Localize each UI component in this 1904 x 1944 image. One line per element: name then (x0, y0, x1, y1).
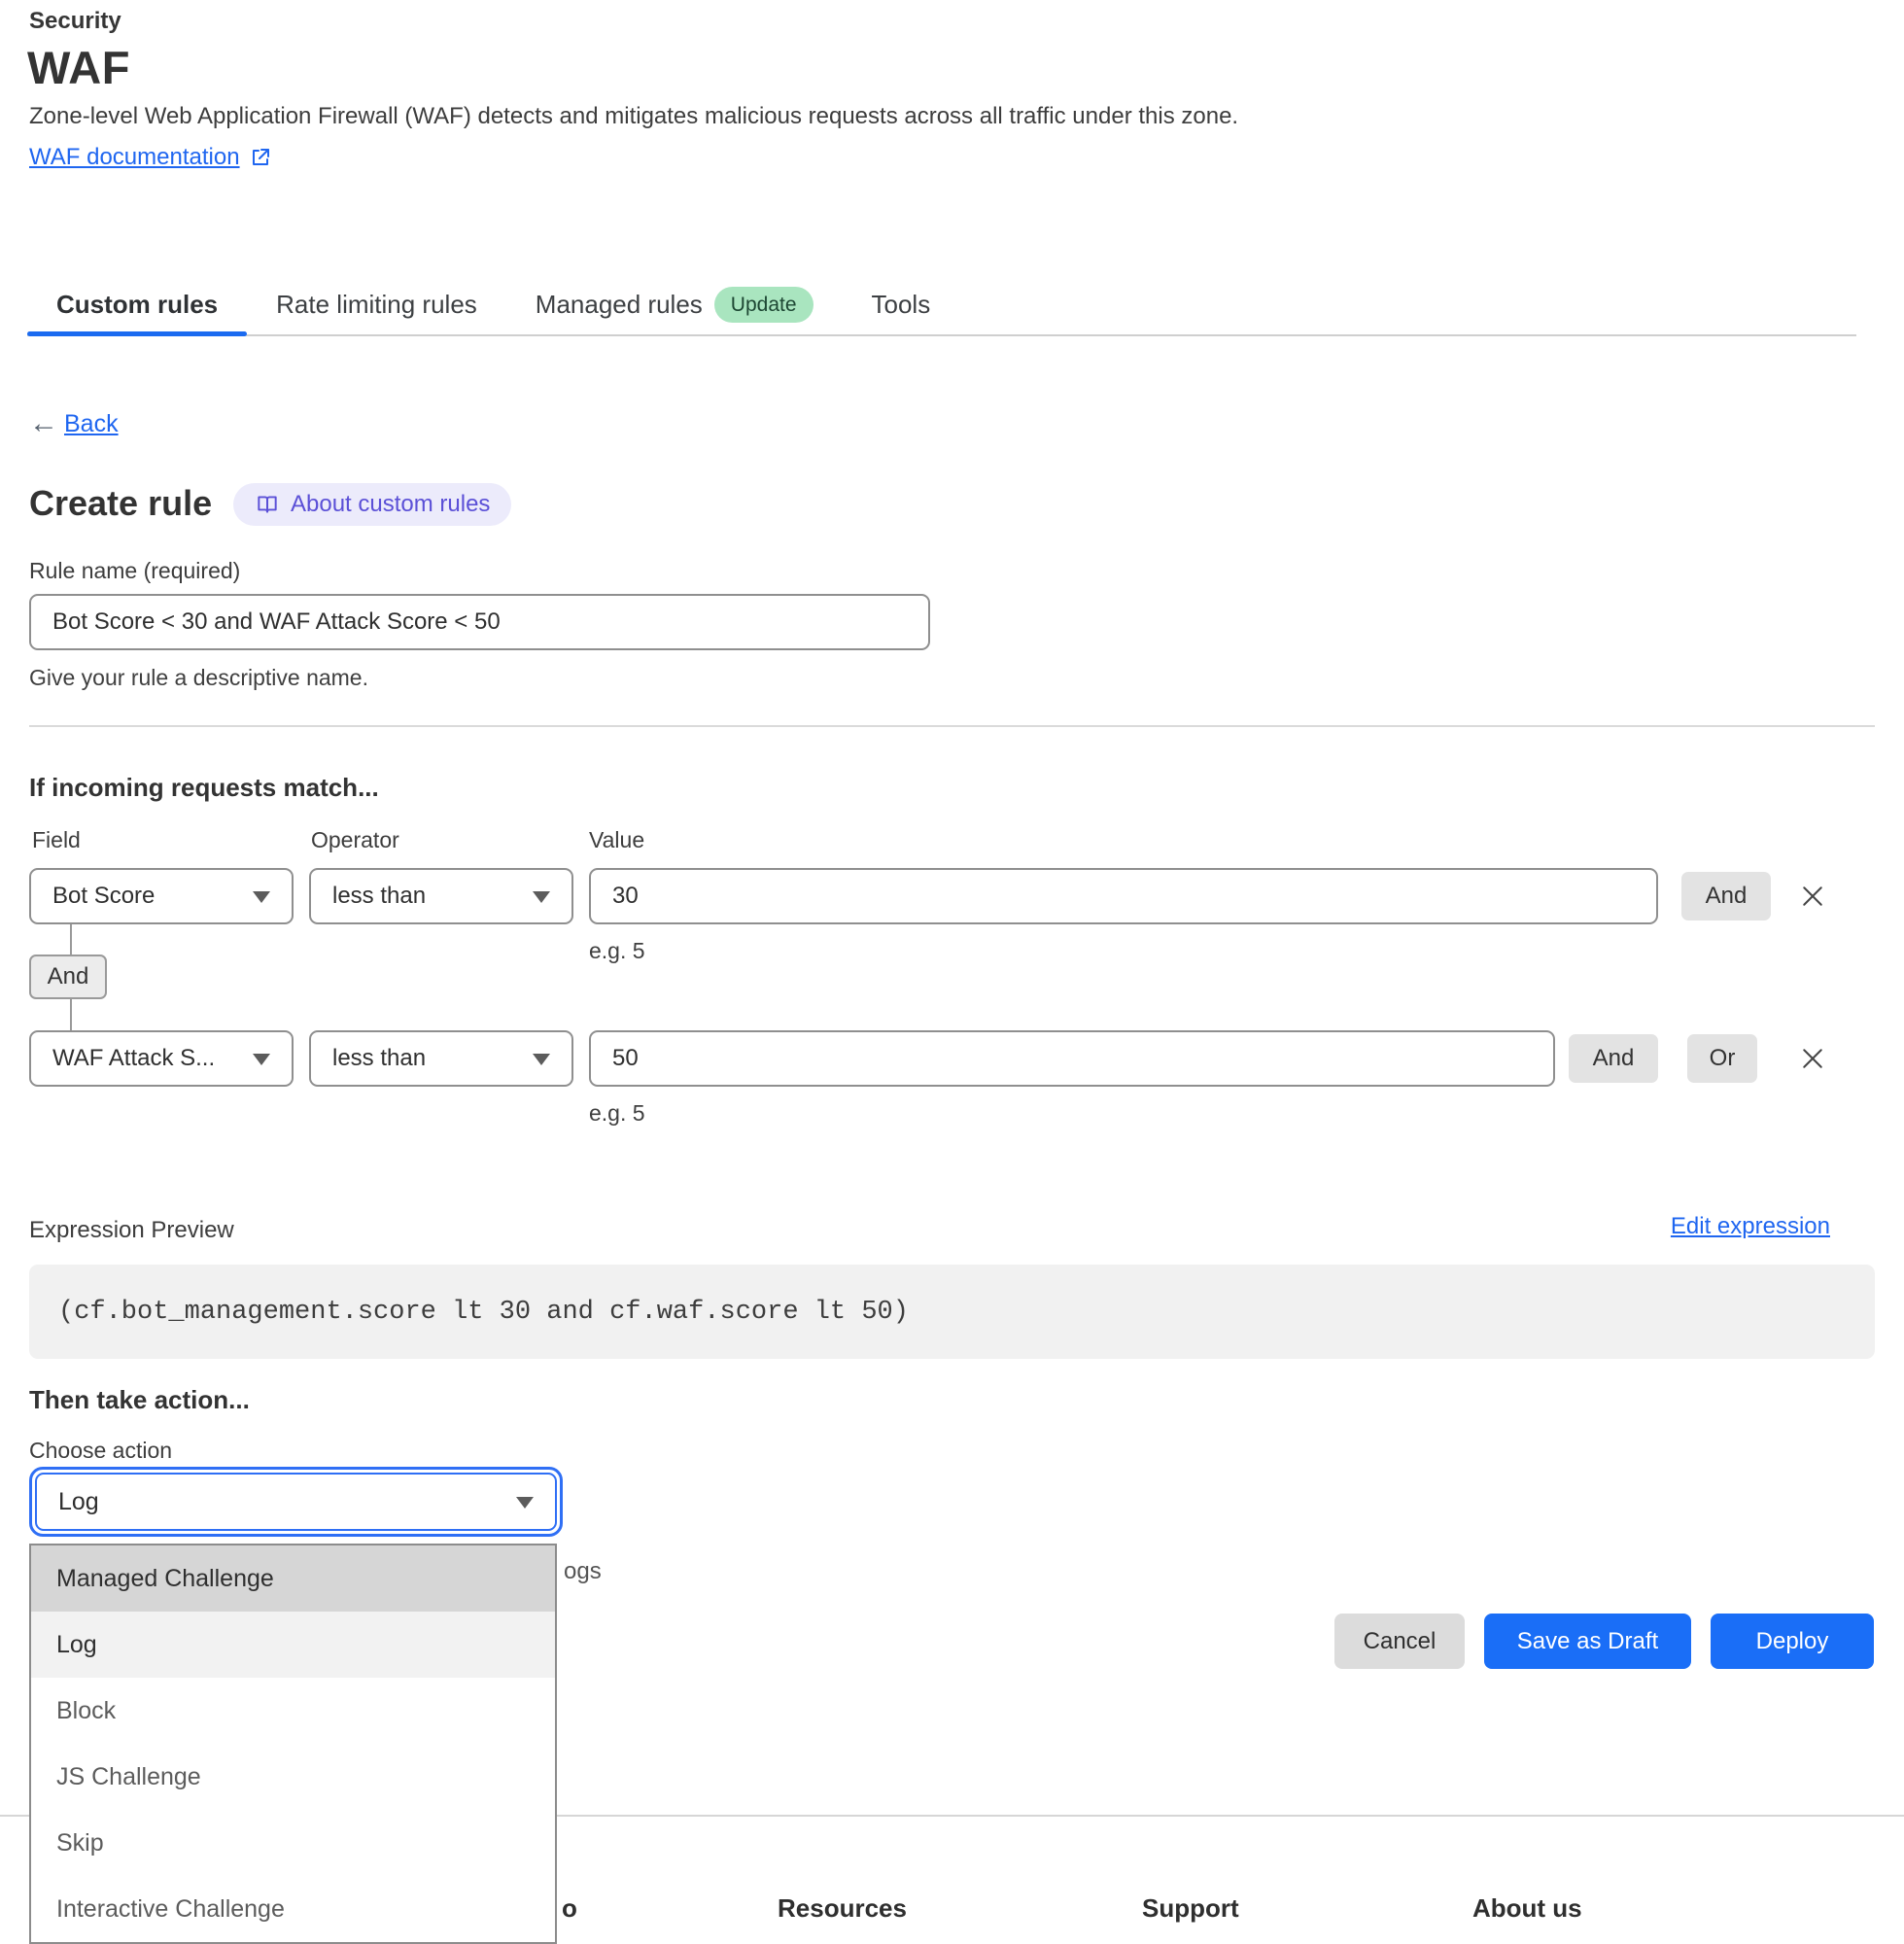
choose-action-dropdown: Managed Challenge Log Block JS Challenge… (29, 1544, 557, 1944)
condition-value-input[interactable] (589, 868, 1658, 924)
chevron-down-icon (533, 1054, 550, 1065)
choose-action-select[interactable]: Log (29, 1467, 563, 1537)
footer-column-support[interactable]: Support (1142, 1893, 1239, 1923)
footer-divider (0, 1815, 1904, 1817)
chevron-down-icon (516, 1497, 534, 1509)
operator-column-label: Operator (311, 827, 399, 852)
deploy-button[interactable]: Deploy (1711, 1614, 1874, 1669)
external-link-icon (252, 149, 269, 165)
tab-label: Rate limiting rules (276, 289, 477, 319)
section-label: Security (29, 8, 121, 34)
dropdown-option-interactive-challenge[interactable]: Interactive Challenge (56, 1895, 285, 1923)
back-arrow-icon: ← (29, 407, 58, 439)
add-and-condition-button[interactable]: And (1569, 1034, 1658, 1083)
tab-label: Managed rules (535, 289, 703, 319)
tab-custom-rules[interactable]: Custom rules (27, 276, 248, 336)
condition-field-value: Bot Score (52, 883, 156, 909)
page-description: Zone-level Web Application Firewall (WAF… (29, 103, 1239, 129)
add-and-condition-button[interactable]: And (1681, 872, 1771, 920)
condition-field-value: WAF Attack S... (52, 1045, 216, 1071)
field-column-label: Field (32, 827, 81, 852)
about-custom-rules-pill[interactable]: About custom rules (233, 483, 512, 526)
connector-line (70, 924, 72, 955)
action-section-heading: Then take action... (29, 1385, 250, 1414)
dropdown-option-log[interactable]: Log (31, 1612, 555, 1678)
chevron-down-icon (533, 891, 550, 903)
condition-operator-select[interactable]: less than (309, 1030, 573, 1087)
connector-line (70, 999, 72, 1030)
about-custom-rules-label: About custom rules (291, 491, 491, 517)
back-link[interactable]: ← Back (29, 409, 119, 438)
chevron-down-icon (253, 1054, 270, 1065)
rule-name-label: Rule name (required) (29, 558, 241, 583)
condition-operator-select[interactable]: less than (309, 868, 573, 924)
condition-field-select[interactable]: WAF Attack S... (29, 1030, 294, 1087)
cancel-button[interactable]: Cancel (1334, 1614, 1465, 1669)
close-icon (1803, 886, 1822, 906)
chevron-down-icon (253, 891, 270, 903)
waf-tabs: Custom rules Rate limiting rules Managed… (27, 276, 1856, 336)
condition-connector-chip[interactable]: And (29, 955, 107, 999)
back-link-label: Back (64, 409, 119, 437)
match-section-heading: If incoming requests match... (29, 773, 379, 802)
waf-documentation-link[interactable]: WAF documentation (29, 144, 272, 171)
expression-preview-box: (cf.bot_management.score lt 30 and cf.wa… (29, 1265, 1875, 1359)
value-helper: e.g. 5 (589, 938, 645, 963)
condition-field-select[interactable]: Bot Score (29, 868, 294, 924)
tab-tools[interactable]: Tools (843, 276, 960, 332)
create-rule-title: Create rule (29, 483, 213, 523)
close-icon (1803, 1049, 1822, 1068)
tab-label: Tools (871, 289, 931, 319)
save-as-draft-button[interactable]: Save as Draft (1484, 1614, 1691, 1669)
dropdown-option-skip[interactable]: Skip (56, 1829, 104, 1857)
edit-expression-link[interactable]: Edit expression (1670, 1213, 1830, 1239)
footer-column-about-us[interactable]: About us (1472, 1893, 1582, 1923)
tab-rate-limiting-rules[interactable]: Rate limiting rules (247, 276, 506, 332)
value-helper: e.g. 5 (589, 1100, 645, 1126)
remove-condition-button[interactable] (1793, 877, 1832, 916)
choose-action-select-inner: Log (35, 1473, 557, 1531)
condition-operator-value: less than (332, 883, 427, 909)
page-title: WAF (27, 42, 130, 93)
condition-operator-value: less than (332, 1045, 427, 1071)
dropdown-option-js-challenge[interactable]: JS Challenge (56, 1763, 201, 1790)
add-or-condition-button[interactable]: Or (1687, 1034, 1757, 1083)
rule-name-helper: Give your rule a descriptive name. (29, 665, 368, 690)
obscured-helper-text-fragment: ogs (564, 1558, 602, 1584)
remove-condition-button[interactable] (1793, 1039, 1832, 1078)
footer-column-resources[interactable]: Resources (778, 1893, 907, 1923)
expression-code: (cf.bot_management.score lt 30 and cf.wa… (58, 1297, 909, 1327)
expression-preview-label: Expression Preview (29, 1217, 234, 1243)
tab-managed-rules[interactable]: Managed rules Update (506, 276, 843, 332)
choose-action-value: Log (58, 1487, 99, 1515)
book-icon (258, 496, 277, 513)
value-column-label: Value (589, 827, 645, 852)
condition-value-input[interactable] (589, 1030, 1555, 1087)
choose-action-label: Choose action (29, 1438, 173, 1463)
dropdown-option-block[interactable]: Block (56, 1697, 117, 1724)
waf-documentation-link-label: WAF documentation (29, 144, 240, 170)
section-divider (29, 725, 1875, 727)
footer-column-heading-partial: o (562, 1893, 577, 1923)
update-badge: Update (713, 286, 814, 323)
tab-label: Custom rules (56, 289, 219, 319)
dropdown-option-managed-challenge[interactable]: Managed Challenge (31, 1545, 555, 1612)
rule-name-input[interactable] (29, 594, 930, 650)
